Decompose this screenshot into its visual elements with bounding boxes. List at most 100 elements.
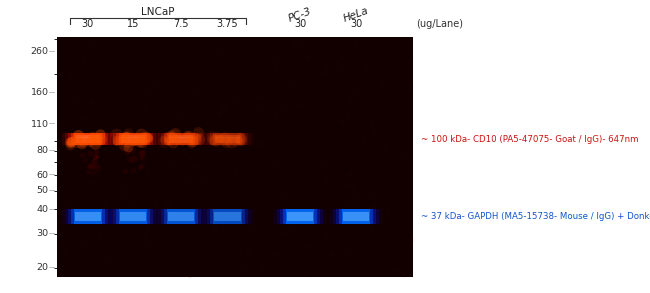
Point — [235, 136, 246, 141]
Bar — [214, 212, 240, 221]
Point — [78, 117, 88, 121]
Point — [78, 211, 88, 216]
Point — [207, 137, 217, 142]
Point — [54, 149, 64, 154]
Point — [377, 179, 387, 183]
Point — [90, 78, 101, 83]
Point — [314, 191, 324, 196]
Point — [177, 167, 188, 172]
Point — [355, 210, 365, 214]
Point — [404, 135, 415, 140]
Point — [163, 138, 174, 143]
Text: 30: 30 — [36, 229, 49, 238]
Point — [143, 87, 153, 92]
Point — [326, 251, 336, 256]
Point — [356, 178, 366, 182]
Point — [129, 236, 139, 241]
Point — [268, 251, 279, 256]
Point — [157, 143, 168, 147]
Point — [167, 122, 177, 126]
Point — [406, 237, 417, 242]
Point — [300, 243, 310, 248]
Point — [208, 130, 218, 134]
Point — [262, 124, 272, 128]
Point — [380, 60, 391, 64]
Point — [380, 117, 391, 122]
Point — [177, 139, 187, 144]
Point — [215, 137, 226, 141]
Point — [209, 137, 220, 142]
Point — [121, 135, 131, 140]
Point — [292, 185, 302, 190]
Point — [97, 54, 107, 59]
Bar — [116, 133, 150, 145]
Point — [347, 203, 358, 208]
Point — [129, 215, 139, 220]
Point — [224, 136, 235, 141]
Point — [179, 134, 189, 138]
Point — [168, 104, 178, 109]
Point — [390, 171, 400, 175]
Point — [263, 198, 273, 203]
Bar — [64, 133, 111, 145]
Point — [96, 132, 106, 137]
Point — [278, 230, 288, 235]
Point — [294, 38, 304, 43]
Point — [137, 139, 148, 144]
Point — [339, 200, 350, 205]
Point — [77, 152, 87, 157]
Point — [82, 115, 92, 120]
Point — [290, 43, 300, 48]
Point — [187, 100, 197, 105]
Text: 30: 30 — [82, 19, 94, 29]
Point — [146, 215, 157, 219]
Point — [96, 188, 106, 192]
Point — [173, 209, 183, 214]
Point — [289, 219, 299, 224]
Point — [129, 137, 140, 142]
Point — [370, 50, 380, 54]
Point — [58, 145, 69, 149]
Point — [356, 262, 366, 267]
Point — [380, 245, 390, 250]
Point — [73, 181, 83, 186]
Point — [233, 137, 244, 142]
Point — [172, 196, 183, 201]
Point — [86, 52, 96, 56]
Point — [198, 53, 209, 57]
Point — [124, 150, 134, 154]
Point — [292, 102, 303, 107]
Point — [379, 181, 389, 186]
Point — [171, 130, 181, 134]
Point — [207, 134, 217, 138]
Point — [92, 137, 103, 142]
Point — [220, 167, 230, 171]
Point — [138, 138, 149, 142]
Point — [214, 136, 224, 141]
Point — [71, 222, 81, 227]
Point — [96, 62, 107, 67]
Point — [82, 103, 92, 108]
Point — [124, 157, 134, 162]
Point — [90, 149, 101, 154]
Point — [128, 139, 138, 144]
Point — [144, 246, 154, 250]
Point — [155, 59, 165, 64]
Point — [161, 138, 172, 143]
Bar — [64, 209, 111, 224]
Point — [136, 131, 146, 136]
Point — [270, 115, 280, 119]
Point — [308, 149, 318, 154]
Point — [123, 130, 133, 135]
Point — [116, 135, 127, 140]
Point — [136, 150, 147, 155]
Point — [370, 98, 380, 102]
Point — [78, 139, 88, 144]
Point — [326, 212, 337, 217]
Bar — [168, 137, 194, 138]
Point — [306, 227, 317, 232]
Bar — [68, 133, 108, 145]
Point — [276, 140, 286, 145]
Text: 7.5: 7.5 — [173, 19, 188, 29]
Point — [203, 175, 213, 180]
